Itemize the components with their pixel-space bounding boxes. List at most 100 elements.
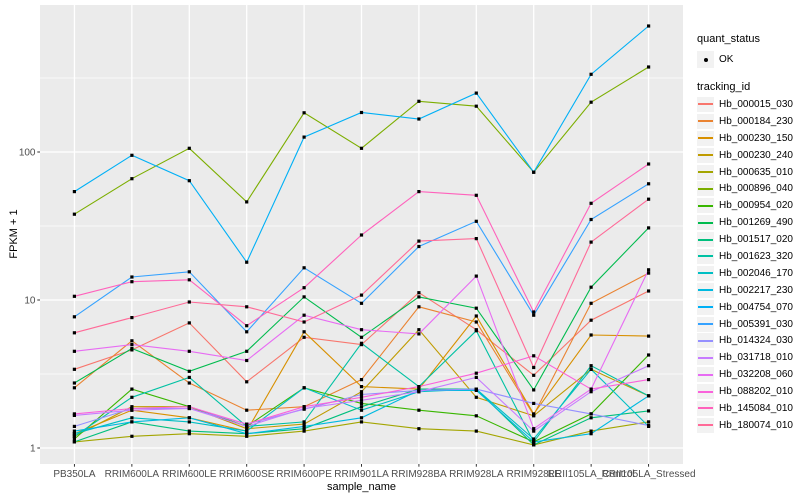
- legend-line-icon: [698, 323, 713, 326]
- legend-label: Hb_002217_230: [719, 284, 793, 296]
- legend-item-Hb_001623_320: Hb_001623_320: [697, 248, 793, 265]
- legend: quant_status OK tracking_id Hb_000015_03…: [697, 33, 793, 434]
- data-point: [589, 412, 593, 416]
- legend-item-Hb_014324_030: Hb_014324_030: [697, 332, 793, 349]
- legend-item-quant-OK: OK: [697, 51, 793, 68]
- data-point: [589, 364, 593, 368]
- legend-key: [697, 232, 714, 248]
- data-point: [532, 170, 536, 174]
- data-point: [474, 314, 478, 318]
- legend-key: [697, 400, 714, 416]
- x-tick-label: RRIM928LA: [449, 469, 504, 480]
- data-point: [359, 233, 364, 237]
- legend-line-icon: [698, 103, 713, 106]
- data-point: [589, 201, 593, 205]
- data-point: [589, 72, 593, 76]
- legend-item-Hb_000896_040: Hb_000896_040: [697, 180, 793, 197]
- legend-label: Hb_001269_490: [719, 217, 793, 229]
- data-point: [647, 378, 651, 382]
- data-point: [474, 320, 478, 324]
- legend-label: Hb_031718_010: [719, 352, 793, 364]
- legend-line-icon: [698, 154, 713, 157]
- data-point: [647, 268, 651, 272]
- legend-label: Hb_002046_170: [719, 267, 793, 279]
- data-point: [187, 420, 191, 424]
- data-point: [647, 271, 651, 275]
- legend-line-icon: [698, 120, 713, 123]
- legend-key: [697, 96, 714, 112]
- data-point: [245, 429, 249, 433]
- legend-item-Hb_000954_020: Hb_000954_020: [697, 197, 793, 214]
- legend-label: Hb_032208_060: [719, 369, 793, 381]
- legend-item-Hb_000635_010: Hb_000635_010: [697, 164, 793, 181]
- data-point: [130, 343, 134, 347]
- legend-label: Hb_180074_010: [719, 419, 793, 431]
- legend-item-Hb_002217_230: Hb_002217_230: [697, 282, 793, 299]
- data-point: [359, 341, 364, 345]
- data-point: [532, 310, 536, 314]
- data-point: [359, 408, 364, 412]
- data-point: [417, 385, 421, 389]
- x-tick-label: RRIM928BA: [391, 469, 447, 480]
- data-point: [245, 424, 249, 428]
- data-point: [187, 406, 191, 411]
- legend-label: Hb_004754_070: [719, 301, 793, 313]
- data-point: [532, 443, 536, 447]
- data-point: [647, 24, 651, 28]
- data-point: [130, 177, 134, 181]
- data-point: [417, 332, 421, 336]
- data-point: [302, 335, 306, 339]
- data-point: [130, 406, 134, 411]
- data-point: [72, 367, 76, 371]
- data-point: [72, 434, 76, 438]
- data-point: [589, 301, 593, 305]
- y-tick-label: 100: [19, 148, 36, 159]
- x-tick-label: PB350LA: [53, 469, 96, 480]
- legend-title-tracking-id: tracking_id: [697, 81, 751, 93]
- legend-item-Hb_031718_010: Hb_031718_010: [697, 349, 793, 366]
- data-point: [130, 275, 134, 279]
- data-point: [245, 200, 249, 204]
- legend-label: Hb_000635_010: [719, 166, 793, 178]
- data-point: [474, 375, 478, 379]
- data-point: [417, 408, 421, 412]
- legend-label: Hb_005391_030: [719, 318, 793, 330]
- data-point: [187, 405, 191, 409]
- data-point: [474, 429, 478, 433]
- data-point: [647, 409, 651, 413]
- data-point: [474, 104, 478, 108]
- data-point: [302, 427, 306, 431]
- data-point: [130, 153, 134, 157]
- data-point: [302, 405, 306, 409]
- legend-item-Hb_000230_240: Hb_000230_240: [697, 147, 793, 164]
- data-point: [532, 365, 536, 370]
- data-point: [302, 313, 306, 317]
- data-point: [417, 295, 421, 299]
- data-point: [302, 424, 306, 428]
- data-point: [245, 305, 249, 309]
- legend-line-icon: [698, 187, 713, 190]
- data-point: [187, 375, 191, 379]
- data-point: [647, 394, 651, 398]
- legend-item-Hb_180074_010: Hb_180074_010: [697, 417, 793, 434]
- data-point: [302, 420, 306, 424]
- data-point: [72, 440, 76, 444]
- data-point: [245, 349, 249, 353]
- data-point: [130, 339, 134, 343]
- data-point: [359, 110, 364, 115]
- data-point: [417, 328, 421, 332]
- data-point: [187, 300, 191, 304]
- legend-label: Hb_000184_230: [719, 115, 793, 127]
- legend-key: [697, 367, 714, 383]
- data-point: [647, 226, 651, 230]
- legend-line-icon: [698, 424, 713, 427]
- data-point: [302, 320, 306, 324]
- legend-line-icon: [698, 407, 713, 410]
- legend-item-Hb_000184_230: Hb_000184_230: [697, 113, 793, 130]
- data-point: [474, 219, 478, 223]
- data-point: [532, 414, 536, 418]
- x-tick-label: RRII105LA_Control: [548, 469, 635, 480]
- data-point: [302, 429, 306, 433]
- data-point: [130, 420, 134, 424]
